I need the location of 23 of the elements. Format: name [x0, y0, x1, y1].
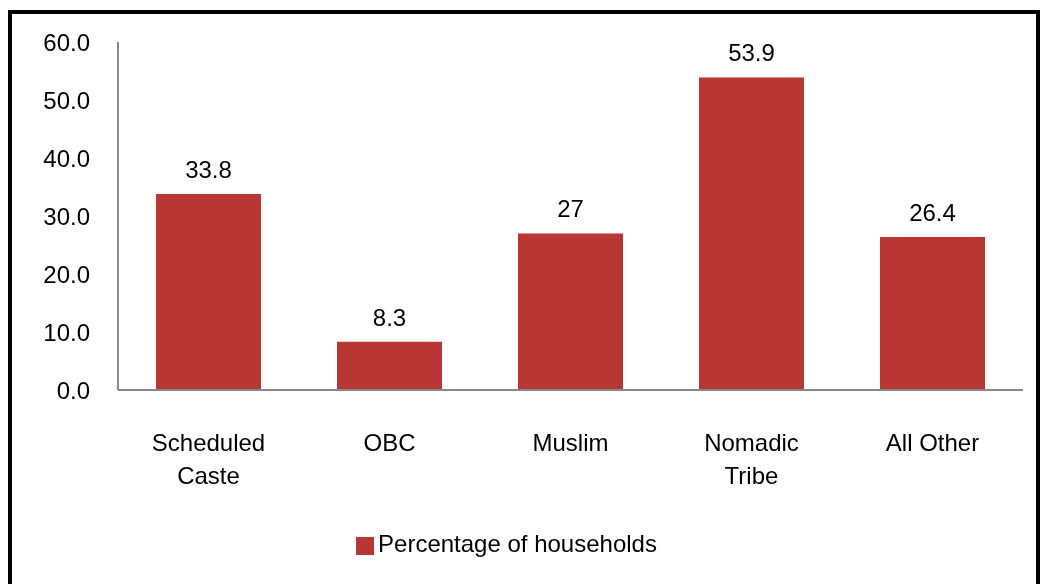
y-tick-label: 50.0 [43, 86, 90, 114]
y-tick-label: 10.0 [43, 318, 90, 346]
y-tick-label: 20.0 [43, 260, 90, 288]
x-tick-label: All Other [885, 429, 980, 456]
bar [156, 193, 262, 390]
data-label: 26.4 [909, 198, 956, 226]
y-tick-label: 30.0 [43, 202, 90, 230]
data-label: 27 [557, 195, 584, 223]
y-tick-label: 60.0 [43, 28, 90, 56]
data-label: 8.3 [372, 303, 407, 331]
x-tick-label: Muslim [532, 429, 609, 456]
legend-label: Percentage of households [378, 530, 657, 557]
bar [337, 341, 443, 390]
bar [699, 77, 805, 390]
bar [518, 233, 624, 390]
bar [880, 236, 986, 390]
data-label: 33.8 [185, 155, 232, 183]
x-tick-label: Scheduled Caste [151, 429, 266, 489]
y-tick-label: 40.0 [43, 144, 90, 172]
y-tick-label: 0.0 [56, 376, 90, 404]
data-label: 53.9 [728, 39, 775, 67]
x-tick-label: Nomadic Tribe [704, 429, 799, 489]
x-tick-label: OBC [363, 429, 416, 456]
